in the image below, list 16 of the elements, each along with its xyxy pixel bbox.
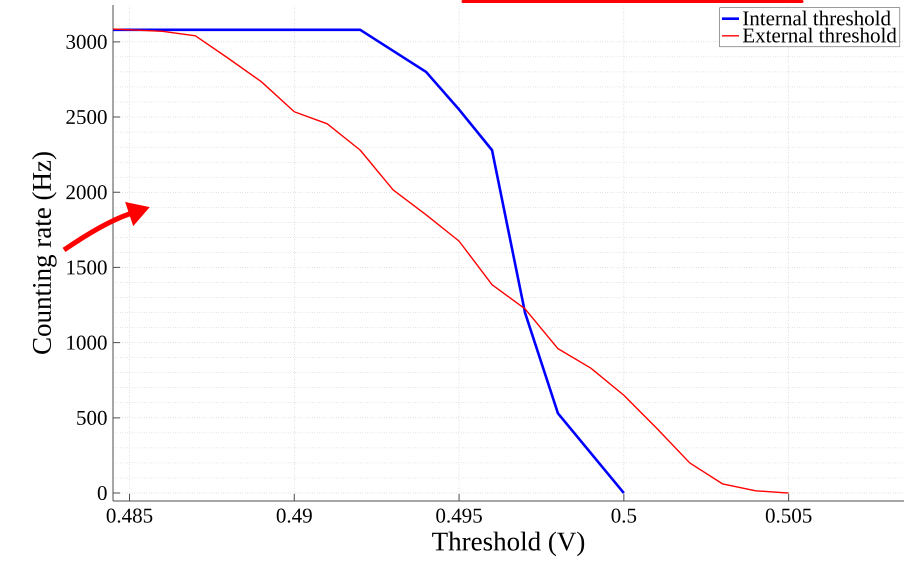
x-tick-label: 0.485 [106, 508, 152, 523]
y-tick-label: 1000 [67, 336, 107, 350]
x-tick-label: 0.5 [612, 508, 636, 523]
y-tick-label: 2500 [66, 110, 107, 124]
legend-label: External threshold [742, 28, 897, 43]
y-tick-label: 2000 [66, 185, 107, 200]
x-tick-label: 0.49 [276, 508, 312, 523]
x-tick-label: 0.505 [766, 508, 812, 523]
x-tick-label: 0.495 [436, 508, 482, 523]
y-tick-label: 500 [77, 410, 107, 425]
x-axis-title: Threshold (V) [432, 532, 584, 556]
legend-label: Internal threshold [743, 10, 891, 26]
y-axis-title: Counting rate (Hz) [32, 152, 57, 354]
y-tick-label: 1500 [67, 260, 107, 275]
y-tick-label: 0 [98, 486, 107, 500]
y-tick-label: 3000 [66, 34, 107, 49]
